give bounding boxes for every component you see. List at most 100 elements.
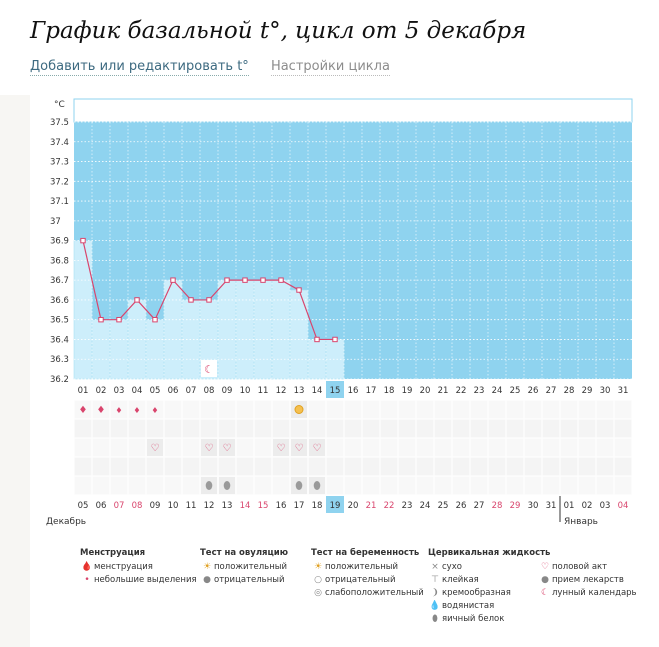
marker-cell <box>452 476 470 495</box>
cycle-day-label: 26 <box>528 386 539 396</box>
marker-cell <box>380 457 398 476</box>
legend-item-label: небольшие выделения <box>94 575 197 585</box>
moon-icon: ☾ <box>204 363 214 376</box>
moon-marker-bg <box>201 360 217 377</box>
y-tick-label: 36.9 <box>50 237 69 247</box>
today-highlight <box>326 496 344 513</box>
marker-cell <box>380 438 398 457</box>
ovulation-positive-icon <box>294 405 304 414</box>
calendar-date-label: 17 <box>294 501 305 511</box>
marker-cell-active <box>309 439 325 456</box>
legend-item: 🩸менструация <box>80 561 197 574</box>
marker-cell <box>92 457 110 476</box>
calendar-date-label: 27 <box>474 501 485 511</box>
marker-cell-active <box>273 439 289 456</box>
legend-group: Тест на овуляцию ☀ положительный ● отрицател… <box>200 548 288 587</box>
marker-cell <box>452 438 470 457</box>
temperature-bar <box>145 319 165 380</box>
temperature-bar <box>109 319 129 380</box>
heart-icon: ♡ <box>295 443 304 454</box>
temperature-point <box>206 297 212 303</box>
marker-cell <box>326 419 344 438</box>
y-tick-label: 36.5 <box>50 316 69 326</box>
marker-cell <box>596 438 614 457</box>
temperature-point <box>116 316 122 323</box>
legend-item: ⬮ яичный белок <box>428 613 550 626</box>
legend-item: ♡ половой акт <box>538 561 637 574</box>
marker-cell-active <box>201 439 217 456</box>
calendar-date-label: 23 <box>402 501 413 511</box>
marker-cell <box>452 400 470 419</box>
marker-cell <box>524 476 542 495</box>
legend-item: ☀ положительный <box>311 561 424 574</box>
calendar-date-label: 25 <box>438 501 449 511</box>
marker-cell <box>326 438 344 457</box>
marker-cell <box>308 400 326 419</box>
marker-cell <box>506 419 524 438</box>
marker-cell <box>416 400 434 419</box>
marker-cell <box>524 438 542 457</box>
temperature-point <box>170 277 176 283</box>
legend-item-label: яичный белок <box>442 614 505 624</box>
marker-cell <box>272 400 290 419</box>
calendar-date-label: 04 <box>618 501 629 511</box>
marker-cell <box>506 457 524 476</box>
temperature-point <box>260 277 266 283</box>
temperature-point <box>134 297 140 303</box>
temperature-bar <box>91 319 111 380</box>
spotting-icon: ♦ <box>115 406 122 415</box>
temperature-point <box>242 277 248 283</box>
cycle-settings-link[interactable]: Настройки цикла <box>270 59 390 76</box>
marker-cell <box>560 457 578 476</box>
cycle-day-label: 25 <box>510 386 521 396</box>
marker-cell <box>614 400 632 419</box>
legend-item-label: отрицательный <box>325 575 396 585</box>
marker-cell <box>416 438 434 457</box>
marker-cell-active <box>291 439 307 456</box>
marker-cell <box>182 400 200 419</box>
calendar-date-label: 01 <box>564 501 575 511</box>
egg-white-icon <box>313 481 321 490</box>
marker-cell <box>200 419 218 438</box>
cycle-day-label: 13 <box>294 386 305 396</box>
calendar-date-label: 10 <box>168 501 179 511</box>
marker-cell <box>434 438 452 457</box>
marker-cell <box>578 400 596 419</box>
marker-cell <box>218 419 236 438</box>
edit-temperature-link[interactable]: Добавить или редактировать t° <box>30 59 249 76</box>
legend-item-label: слабоположительный <box>325 588 424 598</box>
marker-cell <box>146 457 164 476</box>
marker-cell <box>488 457 506 476</box>
marker-cell <box>542 438 560 457</box>
legend-item-label: менструация <box>94 562 153 572</box>
marker-cell <box>434 419 452 438</box>
marker-cell <box>200 400 218 419</box>
legend-item-label: водянистая <box>442 601 495 611</box>
sticky-icon: ⊤ <box>431 575 439 585</box>
marker-cell <box>218 457 236 476</box>
legend-item: ❩ кремообразная <box>428 587 550 600</box>
calendar-date-label: 14 <box>240 501 251 511</box>
legend-item-label: положительный <box>214 562 287 572</box>
marker-cell <box>182 457 200 476</box>
marker-cell <box>398 438 416 457</box>
marker-cell <box>272 457 290 476</box>
legend-item: × сухо <box>428 561 550 574</box>
legend-item-label: лунный календарь <box>552 588 637 598</box>
marker-cell <box>146 419 164 438</box>
legend-item: 💧водянистая <box>428 600 550 613</box>
cycle-day-label: 09 <box>222 386 233 396</box>
cycle-day-label: 15 <box>330 386 341 396</box>
calendar-date-label: 20 <box>348 501 359 511</box>
cycle-day-label: 24 <box>492 386 503 396</box>
marker-cell <box>254 419 272 438</box>
marker-cell <box>182 419 200 438</box>
marker-cell <box>308 419 326 438</box>
calendar-date-label: 30 <box>528 501 539 511</box>
marker-cell <box>524 457 542 476</box>
marker-cell <box>596 419 614 438</box>
marker-cell <box>344 476 362 495</box>
marker-cell <box>506 476 524 495</box>
marker-cell <box>578 457 596 476</box>
marker-cell <box>416 419 434 438</box>
